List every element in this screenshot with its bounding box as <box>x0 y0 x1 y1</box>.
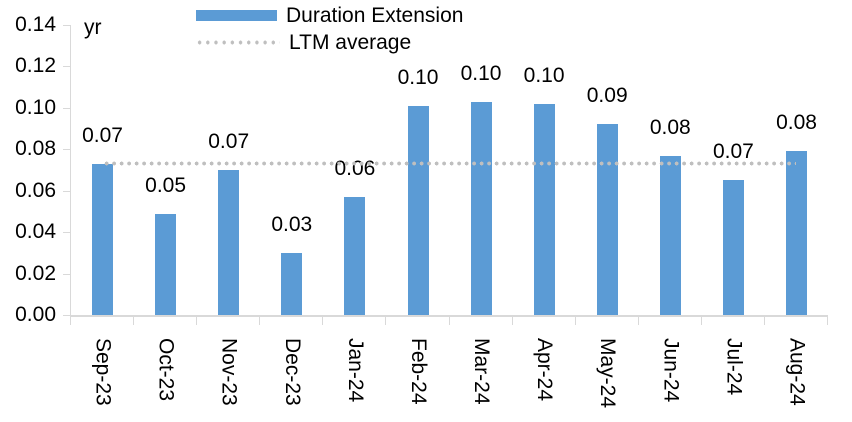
bar-data-label: 0.08 <box>649 115 691 139</box>
y-axis-tick <box>63 25 71 26</box>
legend: Duration Extension LTM average <box>196 2 463 56</box>
x-axis-label: Oct-23 <box>154 338 178 402</box>
y-axis-unit-label: yr <box>84 16 102 39</box>
x-axis-tick <box>385 317 387 325</box>
plot-area: 0.07 0.05 0.07 0.03 0.06 0.10 0.10 0.10 0.09 0.08… <box>71 25 828 315</box>
x-axis-label: Dec-23 <box>280 338 304 406</box>
x-axis-tick <box>70 317 71 325</box>
y-axis-tick <box>63 66 71 68</box>
y-axis-tick <box>63 315 71 316</box>
legend-label-duration-extension: Duration Extension <box>286 3 464 27</box>
bar-oct-23 <box>155 213 177 315</box>
bar-data-label: 0.08 <box>776 111 817 135</box>
bar-data-label: 0.07 <box>82 123 123 147</box>
bar-data-label: 0.09 <box>586 84 628 108</box>
legend-label-ltm-average: LTM average <box>289 30 412 54</box>
x-axis-tick <box>763 317 765 325</box>
y-axis-label: 0.02 <box>15 261 56 285</box>
x-axis-tick <box>259 317 261 325</box>
bar-feb-24 <box>407 105 429 315</box>
x-axis-label: Feb-24 <box>407 338 430 405</box>
x-axis-label: Jan-24 <box>343 338 367 403</box>
bar-apr-24 <box>533 103 555 315</box>
legend-bar-swatch <box>196 10 277 21</box>
x-axis-label: Jul-24 <box>722 338 746 396</box>
x-axis-label: Apr-24 <box>533 338 557 402</box>
y-axis-label: 0.04 <box>15 220 56 244</box>
x-axis-tick <box>322 317 324 325</box>
bar-data-label: 0.05 <box>145 173 187 197</box>
bar-data-label: 0.10 <box>523 63 565 87</box>
y-axis-label: 0.12 <box>15 54 56 78</box>
bar-data-label: 0.07 <box>712 140 754 164</box>
x-axis-label: Nov-23 <box>217 338 241 406</box>
x-axis-tick <box>637 317 639 325</box>
bar-jan-24 <box>344 196 366 315</box>
bar-data-label: 0.10 <box>460 61 502 85</box>
x-axis-tick <box>511 317 513 325</box>
x-axis-line <box>70 315 828 317</box>
legend-dotted-line-swatch <box>196 40 280 45</box>
x-axis-tick <box>133 317 135 325</box>
bar-may-24 <box>596 124 618 315</box>
ltm-average-line <box>102 161 797 167</box>
bar-nov-23 <box>218 170 240 315</box>
x-axis-tick <box>574 317 576 325</box>
x-axis-label: May-24 <box>596 338 620 409</box>
bar-aug-24 <box>786 151 807 315</box>
y-axis-line <box>70 25 71 316</box>
legend-item-duration-extension: Duration Extension <box>196 2 463 29</box>
y-axis-label: 0.10 <box>15 95 56 119</box>
bar-data-label: 0.03 <box>271 212 313 236</box>
x-axis-tick <box>448 317 450 325</box>
y-axis-label: 0.06 <box>15 178 56 202</box>
bar-sep-23 <box>92 163 113 315</box>
x-axis-tick <box>827 317 828 325</box>
x-axis-label: Jun-24 <box>659 338 683 403</box>
y-axis-label: 0.08 <box>15 137 56 161</box>
x-axis-tick <box>196 317 198 325</box>
x-axis-label: Aug-24 <box>785 338 809 406</box>
y-axis-label: 0.14 <box>15 13 56 36</box>
bar-data-label: 0.10 <box>397 65 439 89</box>
y-axis-tick <box>63 232 71 234</box>
x-axis-label: Mar-24 <box>470 338 493 405</box>
y-axis-tick <box>63 273 71 275</box>
bar-dec-23 <box>281 252 303 315</box>
bar-jun-24 <box>659 155 681 315</box>
x-axis-label: Sep-23 <box>91 338 115 406</box>
y-axis-label: 0.00 <box>15 303 56 326</box>
y-axis-tick <box>63 107 71 109</box>
bar-jul-24 <box>722 180 744 315</box>
bar-mar-24 <box>470 101 492 315</box>
legend-item-ltm-average: LTM average <box>196 29 463 56</box>
x-axis-tick <box>700 317 702 325</box>
y-axis-tick <box>63 190 71 192</box>
bar-data-label: 0.07 <box>208 130 250 153</box>
y-axis-tick <box>63 149 71 151</box>
